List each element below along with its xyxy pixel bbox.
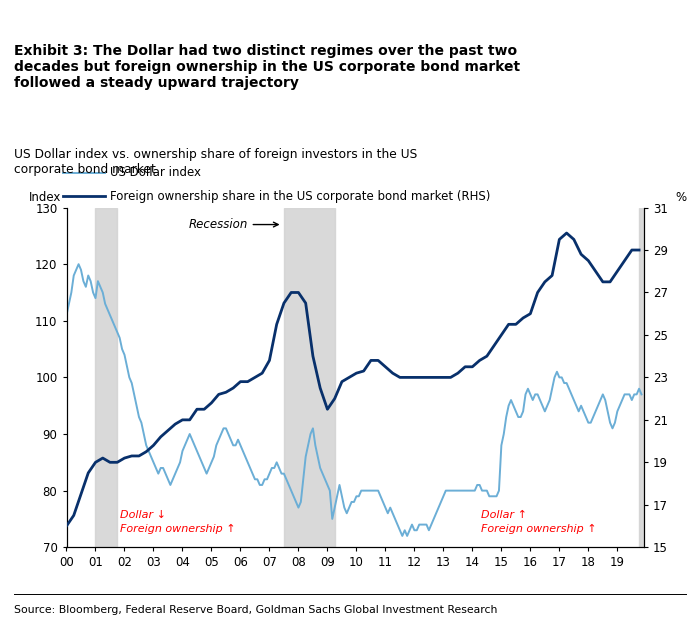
Text: Foreign ownership share in the US corporate bond market (RHS): Foreign ownership share in the US corpor… [110,190,490,203]
Text: Dollar ↓
Foreign ownership ↑: Dollar ↓ Foreign ownership ↑ [120,511,236,534]
Bar [95,208,117,547]
Text: Dollar ↑
Foreign ownership ↑: Dollar ↑ Foreign ownership ↑ [481,511,596,534]
Text: Source: Bloomberg, Federal Reserve Board, Goldman Sachs Global Investment Resear: Source: Bloomberg, Federal Reserve Board… [14,605,498,615]
Text: %: % [676,191,687,204]
Text: Exhibit 3: The Dollar had two distinct regimes over the past two
decades but for: Exhibit 3: The Dollar had two distinct r… [14,44,520,91]
Text: US Dollar index: US Dollar index [110,167,201,179]
Bar [639,208,649,547]
Text: Index: Index [29,191,62,204]
Text: Recession: Recession [188,218,278,231]
Bar [284,208,335,547]
Text: US Dollar index vs. ownership share of foreign investors in the US
corporate bon: US Dollar index vs. ownership share of f… [14,148,417,176]
